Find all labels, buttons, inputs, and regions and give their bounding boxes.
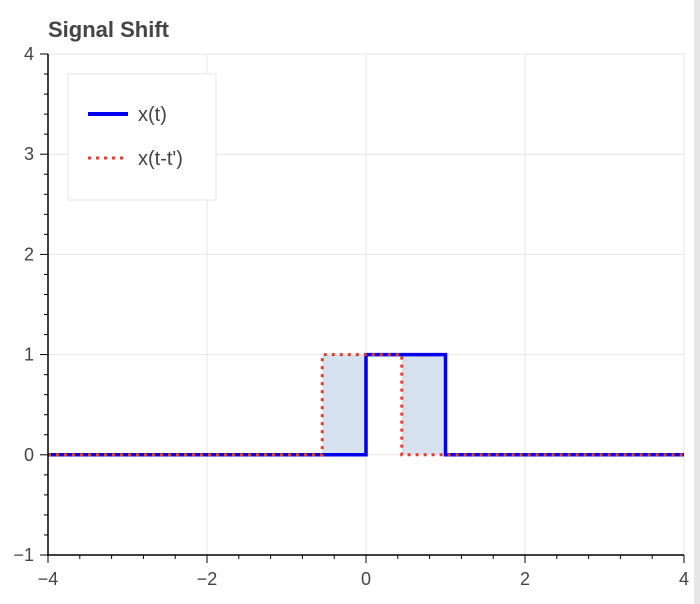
shaded-region bbox=[322, 354, 366, 455]
x-tick-label: 2 bbox=[520, 569, 530, 589]
series-line-2 bbox=[48, 353, 684, 457]
y-tick-label: 4 bbox=[24, 44, 34, 64]
axes: −1 0 1 2 3 4 −4 −2 0 2 4 bbox=[13, 44, 689, 589]
legend-box bbox=[67, 73, 217, 201]
y-tick-label: −1 bbox=[13, 545, 34, 565]
x-tick-label: 4 bbox=[679, 569, 689, 589]
legend-label-1: x(t) bbox=[138, 104, 167, 126]
series-line-1 bbox=[48, 352, 684, 457]
series-lines bbox=[48, 352, 684, 457]
y-tick-label: 0 bbox=[24, 445, 34, 465]
shaded-region bbox=[401, 354, 446, 455]
legend: x(t) x(t-t') bbox=[67, 73, 217, 201]
x-tick-label: −2 bbox=[197, 569, 218, 589]
chart-title: Signal Shift bbox=[48, 17, 170, 42]
legend-label-2: x(t-t') bbox=[138, 148, 183, 170]
shaded-regions bbox=[322, 354, 446, 455]
x-tick-label: 0 bbox=[361, 569, 371, 589]
y-tick-label: 3 bbox=[24, 144, 34, 164]
x-tick-label: −4 bbox=[38, 569, 59, 589]
right-edge-divider bbox=[694, 0, 700, 604]
y-tick-label: 1 bbox=[24, 345, 34, 365]
y-tick-label: 2 bbox=[24, 244, 34, 264]
